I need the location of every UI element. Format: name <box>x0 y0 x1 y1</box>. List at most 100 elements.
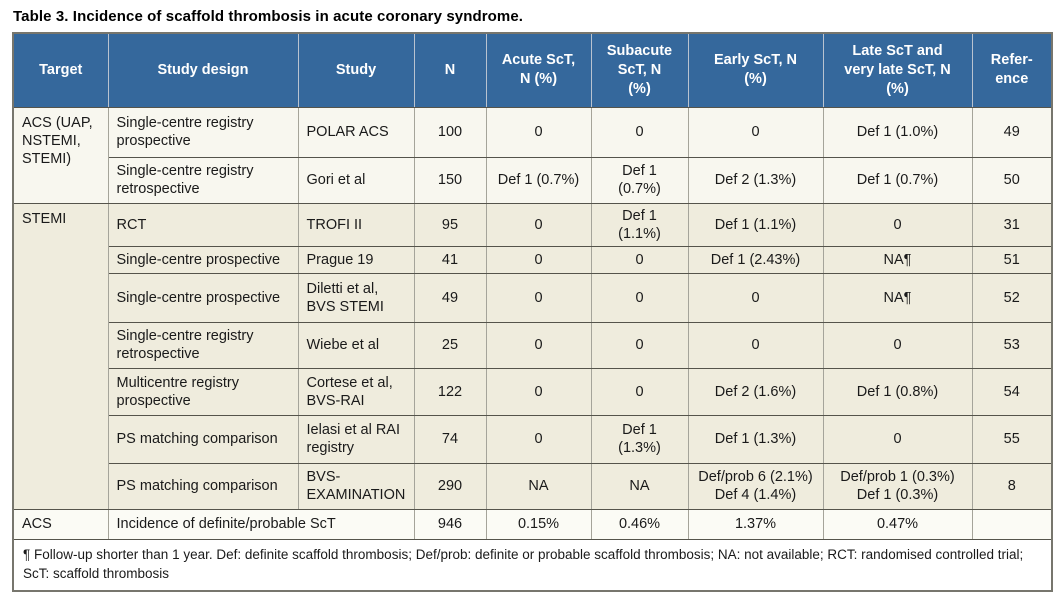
cell-acute-sct: 0 <box>486 203 592 247</box>
col-header-target: Target <box>13 33 109 108</box>
cell-late-sct: 0.47% <box>823 509 973 540</box>
col-header-acute-sct: Acute ScT, N (%) <box>486 33 592 108</box>
cell-study: Gori et al <box>298 157 415 204</box>
cell-acute-sct: 0 <box>486 415 592 464</box>
cell-study: Diletti et al, BVS STEMI <box>298 273 415 323</box>
cell-late-sct: NA¶ <box>823 246 973 274</box>
cell-summary-label: Incidence of definite/probable ScT <box>108 509 415 540</box>
cell-acute-sct: 0 <box>486 322 592 369</box>
cell-target: STEMI <box>13 203 109 510</box>
col-header-study-design: Study design <box>108 33 299 108</box>
cell-acute-sct: 0.15% <box>486 509 592 540</box>
cell-reference: 49 <box>972 107 1052 158</box>
cell-study: Cortese et al, BVS-RAI <box>298 368 415 416</box>
summary-row: ACS Incidence of definite/probable ScT 9… <box>13 509 1052 540</box>
cell-study: TROFI II <box>298 203 415 247</box>
cell-acute-sct: Def 1 (0.7%) <box>486 157 592 204</box>
col-header-reference: Refer- ence <box>972 33 1052 108</box>
col-header-late-sct: Late ScT and very late ScT, N (%) <box>823 33 973 108</box>
cell-subacute-sct: NA <box>591 463 689 510</box>
cell-subacute-sct: 0 <box>591 107 689 158</box>
cell-early-sct: 0 <box>688 107 824 158</box>
cell-target: ACS <box>13 509 109 540</box>
cell-early-sct: Def 2 (1.3%) <box>688 157 824 204</box>
cell-study-design: Single-centre registry retrospective <box>108 322 299 369</box>
cell-n: 41 <box>414 246 487 274</box>
cell-early-sct: 0 <box>688 322 824 369</box>
cell-late-sct: Def/prob 1 (0.3%) Def 1 (0.3%) <box>823 463 973 510</box>
cell-study: Prague 19 <box>298 246 415 274</box>
cell-subacute-sct: 0 <box>591 273 689 323</box>
cell-n: 150 <box>414 157 487 204</box>
cell-study-design: Single-centre registry prospective <box>108 107 299 158</box>
cell-late-sct: 0 <box>823 415 973 464</box>
cell-n: 49 <box>414 273 487 323</box>
table-title: Table 3. Incidence of scaffold thrombosi… <box>13 8 524 25</box>
cell-subacute-sct: 0.46% <box>591 509 689 540</box>
table-row: STEMI RCT TROFI II 95 0 Def 1 (1.1%) Def… <box>13 203 1052 510</box>
cell-reference: 50 <box>972 157 1052 204</box>
cell-subacute-sct: Def 1 (1.3%) <box>591 415 689 464</box>
cell-reference: 53 <box>972 322 1052 369</box>
cell-acute-sct: 0 <box>486 246 592 274</box>
col-header-study: Study <box>298 33 415 108</box>
cell-reference: 52 <box>972 273 1052 323</box>
col-header-subacute-sct: Subacute ScT, N (%) <box>591 33 689 108</box>
scaffold-thrombosis-table: Target Study design Study N Acute ScT, N… <box>12 32 1053 592</box>
cell-subacute-sct: 0 <box>591 322 689 369</box>
footnote-row: ¶ Follow-up shorter than 1 year. Def: de… <box>13 539 1052 592</box>
cell-n: 122 <box>414 368 487 416</box>
cell-study-design: PS matching comparison <box>108 463 299 510</box>
cell-early-sct: Def 1 (1.3%) <box>688 415 824 464</box>
cell-study: POLAR ACS <box>298 107 415 158</box>
cell-acute-sct: NA <box>486 463 592 510</box>
cell-early-sct: Def 2 (1.6%) <box>688 368 824 416</box>
table-row: Single-centre prospective Diletti et al,… <box>13 273 1052 323</box>
cell-study-design: Multicentre registry prospective <box>108 368 299 416</box>
cell-late-sct: Def 1 (0.8%) <box>823 368 973 416</box>
cell-early-sct: 0 <box>688 273 824 323</box>
cell-reference: 54 <box>972 368 1052 416</box>
cell-late-sct: 0 <box>823 203 973 247</box>
cell-subacute-sct: 0 <box>591 368 689 416</box>
cell-subacute-sct: Def 1 (0.7%) <box>591 157 689 204</box>
cell-subacute-sct: Def 1 (1.1%) <box>591 203 689 247</box>
cell-study: BVS- EXAMINATION <box>298 463 415 510</box>
cell-study-design: Single-centre registry retrospective <box>108 157 299 204</box>
cell-n: 100 <box>414 107 487 158</box>
cell-n: 290 <box>414 463 487 510</box>
cell-study: Wiebe et al <box>298 322 415 369</box>
cell-n: 95 <box>414 203 487 247</box>
cell-reference <box>972 509 1052 540</box>
cell-early-sct: Def/prob 6 (2.1%) Def 4 (1.4%) <box>688 463 824 510</box>
cell-n: 74 <box>414 415 487 464</box>
cell-reference: 8 <box>972 463 1052 510</box>
table-row: Single-centre prospective Prague 19 41 0… <box>13 246 1052 274</box>
cell-late-sct: 0 <box>823 322 973 369</box>
cell-study-design: Single-centre prospective <box>108 246 299 274</box>
cell-early-sct: Def 1 (2.43%) <box>688 246 824 274</box>
cell-late-sct: Def 1 (1.0%) <box>823 107 973 158</box>
table-row: ACS (UAP, NSTEMI, STEMI) Single-centre r… <box>13 107 1052 204</box>
cell-target: ACS (UAP, NSTEMI, STEMI) <box>13 107 109 204</box>
cell-early-sct: Def 1 (1.1%) <box>688 203 824 247</box>
table-footnote: ¶ Follow-up shorter than 1 year. Def: de… <box>13 539 1052 592</box>
table-row: PS matching comparison Ielasi et al RAI … <box>13 415 1052 464</box>
col-header-early-sct: Early ScT, N (%) <box>688 33 824 108</box>
cell-study-design: Single-centre prospective <box>108 273 299 323</box>
cell-study: Ielasi et al RAI registry <box>298 415 415 464</box>
cell-late-sct: Def 1 (0.7%) <box>823 157 973 204</box>
cell-late-sct: NA¶ <box>823 273 973 323</box>
cell-n: 25 <box>414 322 487 369</box>
cell-acute-sct: 0 <box>486 273 592 323</box>
cell-reference: 55 <box>972 415 1052 464</box>
cell-acute-sct: 0 <box>486 368 592 416</box>
cell-n: 946 <box>414 509 487 540</box>
cell-early-sct: 1.37% <box>688 509 824 540</box>
cell-reference: 31 <box>972 203 1052 247</box>
col-header-n: N <box>414 33 487 108</box>
cell-subacute-sct: 0 <box>591 246 689 274</box>
cell-reference: 51 <box>972 246 1052 274</box>
table-row: Single-centre registry retrospective Wie… <box>13 322 1052 369</box>
